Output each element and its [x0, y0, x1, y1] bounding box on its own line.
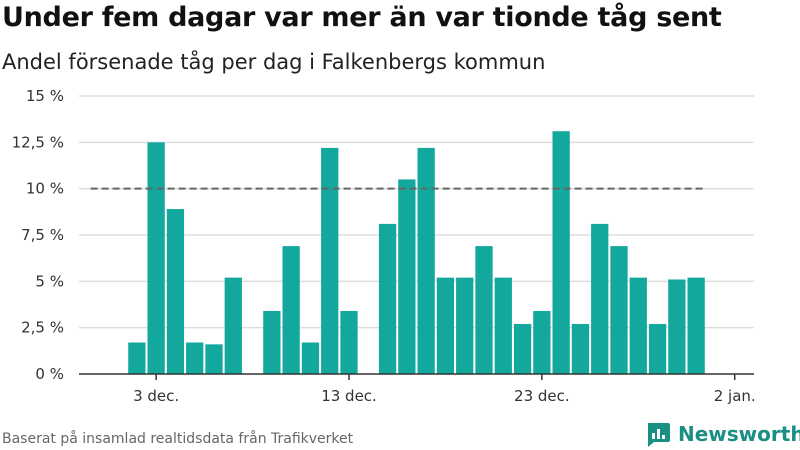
bars	[128, 131, 705, 374]
y-tick-label: 12,5 %	[12, 133, 64, 151]
bar	[321, 147, 339, 374]
bar	[205, 344, 223, 374]
bar	[224, 277, 242, 374]
y-tick-label: 10 %	[26, 180, 64, 198]
bar	[648, 323, 667, 374]
y-tick-label: 7,5 %	[21, 226, 64, 244]
x-axis: 3 dec. 13 dec. 23 dec. 2 jan.	[79, 373, 756, 405]
bar	[629, 277, 647, 374]
bar	[417, 147, 435, 374]
y-tick-label: 5 %	[35, 272, 64, 290]
bar	[533, 310, 551, 374]
bar	[301, 342, 320, 374]
y-tick-label: 2,5 %	[21, 319, 64, 337]
bar	[378, 223, 397, 374]
bar	[263, 310, 281, 374]
brand-logo: Newsworthy	[644, 419, 800, 449]
bar	[475, 246, 493, 374]
bar	[128, 342, 146, 374]
bar	[668, 279, 686, 374]
brand-name: Newsworthy	[678, 422, 800, 446]
x-tick-label: 2 jan.	[714, 387, 756, 405]
bar	[610, 246, 628, 374]
bar	[513, 323, 532, 374]
bar	[282, 246, 300, 374]
y-tick-label: 15 %	[26, 87, 64, 105]
bar	[166, 209, 185, 374]
x-tick-label: 13 dec.	[321, 387, 377, 405]
bar	[571, 323, 590, 374]
chart-subtitle: Andel försenade tåg per dag i Falkenberg…	[2, 50, 546, 74]
bar-chart: 0 % 2,5 % 5 % 7,5 % 10 % 12,5 % 15 % 3 dec. 13 …	[12, 87, 756, 405]
x-tick-label: 23 dec.	[514, 387, 570, 405]
bar	[687, 277, 705, 374]
bar	[147, 142, 165, 374]
bar	[186, 342, 204, 374]
bar	[340, 310, 358, 374]
chart-title: Under fem dagar var mer än var tionde tå…	[2, 2, 722, 33]
bar	[552, 131, 570, 374]
y-tick-label: 0 %	[35, 365, 64, 383]
bar	[494, 277, 512, 374]
bar	[436, 277, 455, 374]
bar	[591, 223, 609, 374]
source-note: Baserat på insamlad realtidsdata från Tr…	[2, 431, 354, 447]
x-tick-label: 3 dec.	[133, 387, 179, 405]
bar	[456, 277, 474, 374]
bar	[398, 179, 416, 374]
y-axis-labels: 0 % 2,5 % 5 % 7,5 % 10 % 12,5 % 15 %	[12, 87, 64, 383]
newsworthy-logo-icon	[648, 423, 670, 447]
